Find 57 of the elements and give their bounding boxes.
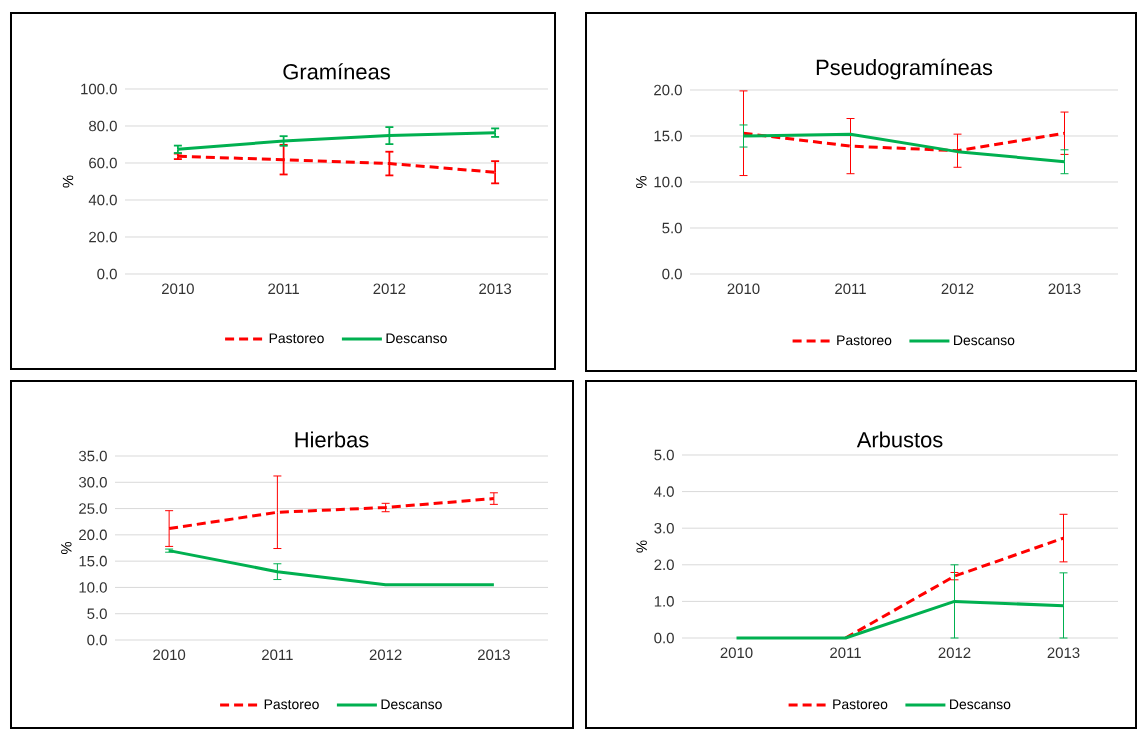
x-tick-label: 2011	[268, 283, 299, 295]
legend-label: Pastoreo	[837, 335, 892, 346]
y-tick-label: 15.0	[654, 130, 682, 142]
y-axis-title: %	[62, 175, 74, 188]
x-tick-label: 2012	[938, 647, 971, 659]
y-tick-label: 10.0	[79, 582, 107, 593]
y-tick-label: 3.0	[654, 522, 674, 534]
x-tick-label: 2010	[720, 647, 753, 659]
x-tick-label: 2013	[478, 649, 510, 661]
x-tick-label: 2010	[153, 649, 186, 661]
x-tick-label: 2010	[727, 283, 760, 295]
legend-label: Pastoreo	[833, 699, 888, 710]
chart-title: Arbustos	[856, 431, 943, 448]
x-tick-label: 2011	[262, 649, 293, 661]
y-tick-label: 0.0	[87, 634, 107, 646]
x-tick-label: 2011	[835, 283, 866, 295]
y-tick-label: 20.0	[654, 84, 682, 96]
chart-title: Pseudogramíneas	[816, 58, 993, 80]
y-tick-label: 0.0	[654, 632, 674, 644]
y-tick-label: 60.0	[89, 157, 117, 169]
x-tick-label: 2013	[1048, 283, 1081, 295]
x-tick-label: 2012	[369, 649, 402, 661]
chart-title: Gramíneas	[283, 63, 390, 80]
y-tick-label: 15.0	[79, 555, 107, 567]
y-tick-label: 2.0	[654, 559, 674, 571]
y-tick-label: 20.0	[89, 231, 117, 243]
y-tick-label: 0.0	[662, 268, 682, 280]
y-tick-label: 40.0	[88, 194, 117, 206]
y-tick-label: 35.0	[78, 450, 107, 462]
y-tick-label: 20.0	[79, 529, 107, 541]
y-tick-label: 80.0	[89, 120, 117, 132]
x-tick-label: 2012	[941, 283, 974, 295]
y-tick-label: 100.0	[81, 83, 117, 95]
y-axis-title: %	[636, 175, 647, 189]
x-tick-label: 2013	[1047, 647, 1080, 659]
y-tick-label: 30.0	[78, 476, 107, 488]
y-tick-label: 1.0	[654, 596, 674, 607]
y-tick-label: 10.0	[654, 176, 682, 188]
y-tick-label: 5.0	[654, 449, 674, 461]
legend-label: Pastoreo	[264, 699, 319, 710]
x-tick-label: 2011	[830, 647, 861, 659]
legend-label: Pastoreo	[269, 333, 324, 344]
legend-label: Descanso	[381, 699, 442, 710]
y-tick-label: 0.0	[97, 268, 117, 280]
y-axis-title: %	[636, 540, 647, 553]
legend-label: Descanso	[386, 333, 447, 344]
x-tick-label: 2010	[162, 283, 194, 295]
x-tick-label: 2012	[373, 283, 406, 295]
y-axis-title: %	[61, 541, 72, 555]
y-tick-label: 5.0	[662, 222, 682, 234]
y-tick-label: 25.0	[79, 503, 107, 514]
y-tick-label: 5.0	[87, 608, 107, 619]
x-tick-label: 2013	[479, 283, 512, 295]
y-tick-label: 4.0	[654, 486, 674, 497]
legend-label: Descanso	[950, 699, 1011, 710]
chart-title: Hierbas	[295, 431, 369, 448]
legend-label: Descanso	[954, 335, 1015, 346]
